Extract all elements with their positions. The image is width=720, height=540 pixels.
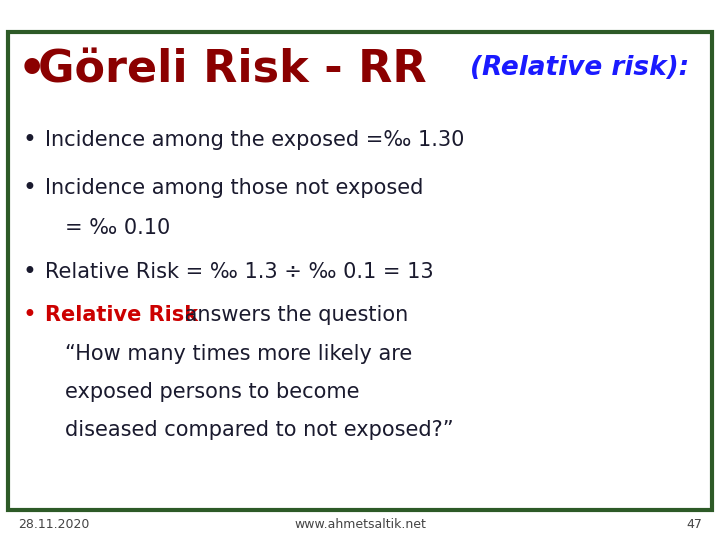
Text: = ‰ 0.10: = ‰ 0.10 (65, 218, 170, 238)
Text: answers the question: answers the question (178, 305, 408, 325)
Text: •: • (22, 260, 36, 284)
Text: “How many times more likely are: “How many times more likely are (65, 344, 413, 364)
Text: www.ahmetsaltik.net: www.ahmetsaltik.net (294, 518, 426, 531)
Text: •: • (18, 49, 46, 91)
Text: diseased compared to not exposed?”: diseased compared to not exposed?” (65, 420, 454, 440)
Text: Göreli Risk - RR: Göreli Risk - RR (38, 49, 427, 91)
Text: Incidence among the exposed =‰ 1.30: Incidence among the exposed =‰ 1.30 (45, 130, 464, 150)
Text: Relative Risk: Relative Risk (45, 305, 198, 325)
Text: 47: 47 (686, 518, 702, 531)
Text: Relative Risk = ‰ 1.3 ÷ ‰ 0.1 = 13: Relative Risk = ‰ 1.3 ÷ ‰ 0.1 = 13 (45, 262, 433, 282)
Text: •: • (22, 176, 36, 200)
Text: exposed persons to become: exposed persons to become (65, 382, 359, 402)
FancyBboxPatch shape (8, 32, 712, 510)
Text: •: • (22, 303, 36, 327)
Text: •: • (22, 128, 36, 152)
Text: (Relative risk):: (Relative risk): (470, 55, 689, 81)
Text: Incidence among those not exposed: Incidence among those not exposed (45, 178, 423, 198)
Text: 28.11.2020: 28.11.2020 (18, 518, 89, 531)
